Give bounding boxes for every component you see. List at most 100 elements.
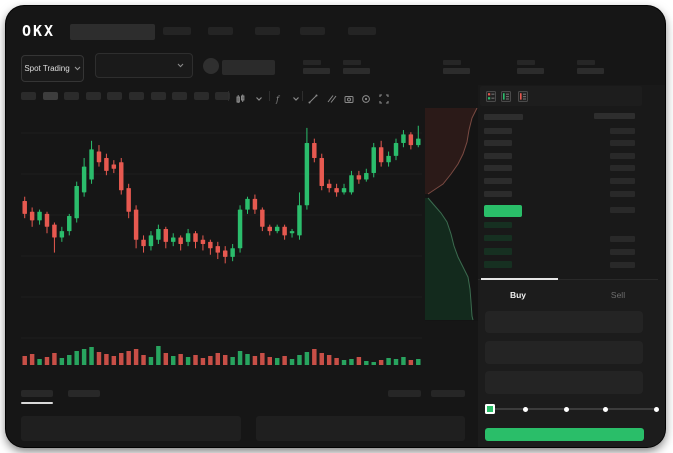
nav-item-placeholder[interactable]	[163, 27, 191, 35]
candle-down	[29, 207, 35, 365]
volume-bar	[104, 354, 109, 365]
line-tool-icon[interactable]	[308, 94, 318, 104]
interval-button-placeholder[interactable]	[172, 92, 188, 100]
volume-bar	[141, 355, 146, 365]
candle-up	[416, 125, 421, 365]
slider-stop-dot[interactable]	[564, 406, 569, 412]
buy-submit-button[interactable]	[485, 428, 644, 441]
nav-item-placeholder[interactable]	[255, 27, 280, 35]
ask-price-placeholder	[484, 190, 512, 197]
interval-button-placeholder[interactable]	[150, 92, 166, 100]
candle-up	[304, 127, 310, 365]
fullscreen-icon[interactable]	[379, 94, 389, 104]
book-combined-icon[interactable]	[486, 91, 496, 102]
candle-down	[104, 153, 109, 365]
candle-up	[341, 183, 347, 365]
volume-bar	[393, 359, 399, 365]
candle-up	[81, 158, 87, 365]
okx-logo: OKX	[22, 22, 56, 40]
candle-up	[289, 228, 295, 365]
interval-button-placeholder[interactable]	[21, 92, 36, 100]
ask-price-placeholder	[484, 140, 512, 147]
slider-stop-dot[interactable]	[603, 406, 608, 412]
chevron-down-icon[interactable]	[291, 94, 301, 104]
toolbar-separator	[228, 91, 229, 101]
chevron-down-icon[interactable]	[254, 94, 264, 104]
book-bids-icon[interactable]	[501, 91, 511, 102]
candle-down	[267, 224, 272, 365]
indicators-icon[interactable]: f	[274, 94, 284, 104]
compare-lines-icon[interactable]	[327, 94, 337, 104]
volume-bar	[364, 361, 369, 365]
pair-selector-dropdown[interactable]	[95, 53, 193, 78]
interval-button-placeholder[interactable]	[85, 92, 101, 100]
toolbar-separator	[302, 91, 303, 101]
interval-button-placeholder[interactable]	[64, 92, 80, 100]
nav-item-placeholder[interactable]	[208, 27, 233, 35]
candle-down	[163, 226, 169, 365]
ask-amount-placeholder	[610, 178, 635, 185]
candle-down	[44, 211, 50, 365]
volume-bar	[416, 359, 421, 365]
ask-amount-placeholder	[610, 127, 635, 134]
volume-bar	[386, 358, 391, 365]
order-book-header-price-placeholder	[484, 114, 523, 120]
bid-amount-placeholder	[610, 235, 635, 242]
volume-bar	[193, 355, 198, 365]
candle-down	[334, 183, 339, 365]
bottom-right-tab-placeholder[interactable]	[388, 390, 421, 397]
buy-tab[interactable]: Buy	[509, 290, 527, 300]
volume-bar	[267, 357, 272, 365]
interval-button-placeholder[interactable]	[215, 92, 231, 100]
interval-button-placeholder[interactable]	[42, 92, 58, 100]
nav-item-placeholder[interactable]	[300, 27, 325, 35]
candle-down	[252, 194, 258, 365]
slider-stop-dot[interactable]	[523, 406, 528, 412]
depth-bids-line	[427, 197, 474, 321]
interval-button-placeholder[interactable]	[107, 92, 123, 100]
settings-icon[interactable]	[361, 94, 371, 104]
candle-up	[156, 224, 161, 365]
toolbar-separator	[269, 91, 270, 101]
book-asks-icon[interactable]	[518, 91, 528, 102]
camera-icon[interactable]	[344, 94, 354, 104]
bottom-right-tab-placeholder[interactable]	[430, 390, 465, 397]
stat-label-placeholder	[343, 60, 361, 65]
bottom-tab-placeholder[interactable]	[67, 390, 100, 397]
candle-up	[37, 209, 42, 365]
candlestick-chart[interactable]	[21, 108, 422, 368]
nav-item-placeholder[interactable]	[348, 27, 376, 35]
candle-style-icon[interactable]	[235, 94, 245, 104]
candle-down	[222, 246, 228, 365]
volume-bar	[334, 358, 339, 365]
ask-amount-placeholder	[610, 190, 635, 197]
order-form-field-1[interactable]	[485, 311, 643, 333]
volume-bar	[133, 349, 139, 365]
interval-button-placeholder[interactable]	[129, 92, 144, 100]
slider-handle[interactable]	[485, 404, 495, 414]
volume-bar	[215, 353, 221, 365]
ask-amount-placeholder	[610, 140, 635, 147]
candle-up	[230, 244, 235, 365]
bottom-tab-placeholder[interactable]	[21, 390, 53, 397]
market-type-selector[interactable]: Spot Trading	[21, 55, 84, 82]
coin-avatar	[203, 58, 219, 74]
stat-value-placeholder	[303, 68, 330, 74]
stat-value-placeholder	[343, 68, 370, 74]
candle-down	[312, 138, 317, 365]
volume-bar	[222, 355, 228, 365]
interval-button-placeholder[interactable]	[193, 92, 209, 100]
stat-label-placeholder	[303, 60, 321, 65]
depth-asks-line	[427, 108, 478, 195]
stat-label-placeholder	[443, 60, 461, 65]
volume-bar	[401, 357, 406, 365]
current-price-highlight[interactable]	[484, 205, 522, 217]
slider-stop-dot[interactable]	[654, 406, 659, 412]
order-form-field-2[interactable]	[485, 341, 643, 364]
volume-bar	[22, 356, 27, 365]
order-form-field-3[interactable]	[485, 371, 643, 394]
slider-track[interactable]	[493, 408, 655, 410]
sell-tab[interactable]: Sell	[610, 290, 626, 300]
candle-up	[148, 231, 154, 365]
volume-bar	[148, 357, 154, 365]
